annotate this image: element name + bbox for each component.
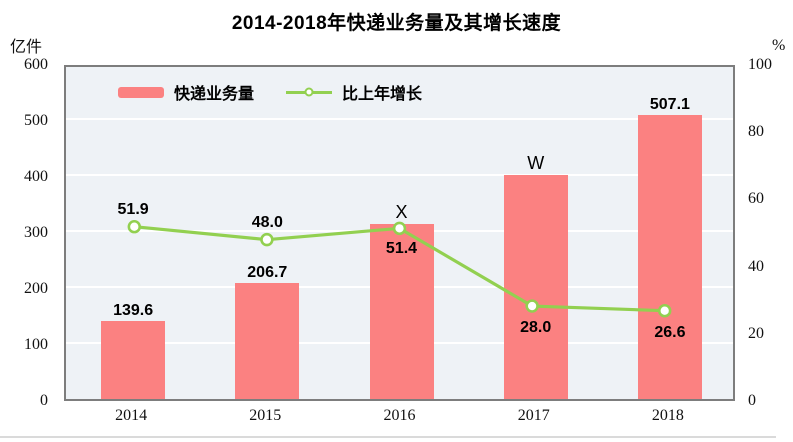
legend-line-marker-icon	[304, 87, 314, 97]
legend: 快递业务量 比上年增长	[118, 80, 422, 104]
left-axis-tick-400: 400	[24, 168, 48, 185]
right-axis-tick-0: 0	[748, 392, 756, 409]
bar-value-label-2015: 206.7	[247, 264, 288, 282]
left-axis-tick-500: 500	[24, 112, 48, 129]
bar-2018	[637, 115, 702, 399]
bar-value-label-2017: W	[527, 152, 545, 173]
right-axis-tick-40: 40	[748, 257, 764, 275]
bar-2017	[503, 174, 568, 399]
chart-title: 2014-2018年快递业务量及其增长速度	[231, 13, 562, 34]
right-axis-tick-20: 20	[748, 324, 764, 342]
line-value-label-2018: 26.6	[654, 323, 686, 341]
line-marker-2018	[657, 303, 672, 318]
right-axis-tick-100: 100	[748, 56, 772, 73]
line-value-label-2015: 48.0	[251, 213, 283, 231]
line-marker-2016	[392, 221, 407, 236]
line-value-label-2014: 51.9	[117, 200, 149, 218]
right-axis-tick-60: 60	[748, 190, 764, 208]
x-axis-label-2015: 2015	[249, 407, 282, 424]
left-axis-tick-200: 200	[24, 280, 48, 297]
bar-2014	[101, 320, 166, 399]
left-axis-tick-0: 0	[40, 392, 48, 409]
right-axis-tick-80: 80	[748, 123, 764, 141]
legend-bar-label: 快递业务量	[174, 86, 255, 103]
bar-value-label-2016: X	[395, 201, 408, 222]
legend-line-swatch	[286, 86, 333, 98]
growth-line	[134, 225, 665, 313]
line-marker-2014	[127, 219, 142, 234]
left-axis-tick-600: 600	[24, 56, 48, 73]
bar-2015	[235, 283, 300, 399]
right-axis-unit: %	[772, 37, 786, 54]
gridline	[66, 174, 733, 176]
x-axis-label-2014: 2014	[115, 407, 148, 424]
line-marker-2015	[260, 232, 274, 247]
legend-bar-swatch	[118, 86, 164, 98]
left-axis-tick-100: 100	[24, 336, 48, 353]
line-marker-2017	[525, 299, 539, 313]
bottom-divider	[0, 436, 776, 438]
left-axis-tick-300: 300	[24, 224, 48, 241]
x-axis-label-2018: 2018	[651, 407, 684, 424]
x-axis-label-2017: 2017	[517, 407, 550, 424]
bar-value-label-2018: 507.1	[649, 96, 690, 114]
x-axis-label-2016: 2016	[383, 407, 416, 424]
gridline	[66, 118, 733, 120]
bar-value-label-2014: 139.6	[113, 301, 154, 319]
plot-area: 139.6 206.7 X W 507.1 51.9 48.0 51.4 28.0 26.6 快递…	[64, 65, 735, 401]
growth-line-layer	[127, 219, 672, 318]
line-value-label-2017: 28.0	[520, 318, 552, 336]
legend-line-label: 比上年增长	[342, 86, 423, 103]
left-axis-unit: 亿件	[10, 39, 43, 56]
line-value-label-2016: 51.4	[385, 240, 418, 258]
bar-2016	[369, 223, 434, 399]
